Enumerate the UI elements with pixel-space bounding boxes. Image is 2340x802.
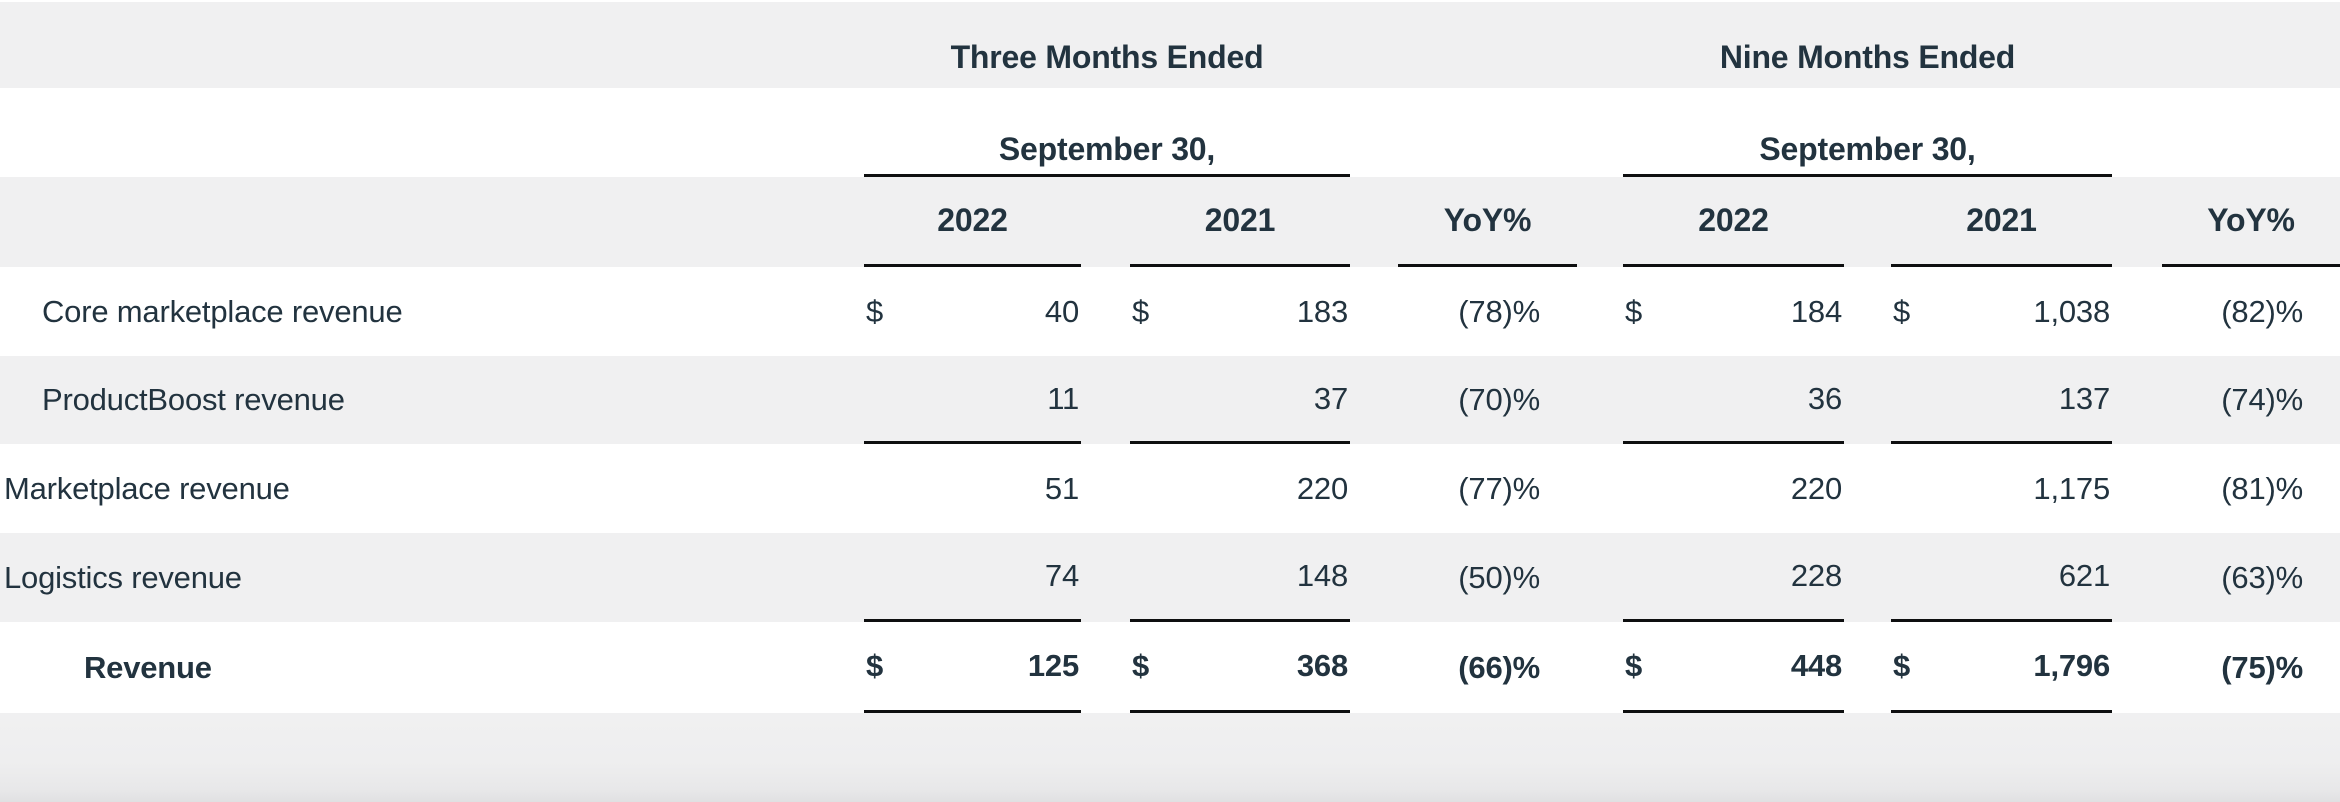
tm-yoy-cell: (78)% <box>1458 293 1540 329</box>
nine-months-date: September 30, <box>1623 88 2112 177</box>
currency-symbol: $ <box>1132 293 1150 329</box>
row-label: ProductBoost revenue <box>42 382 345 417</box>
currency-symbol: $ <box>1625 648 1643 683</box>
bottom-spacer <box>0 713 2340 802</box>
tm-2021-cell: 220 <box>1130 444 1350 533</box>
nm-2021-cell: $1,796 <box>1891 622 2112 713</box>
cell-value: 40 <box>1044 293 1079 329</box>
tm-2022-cell: 74 <box>864 533 1081 622</box>
tm-yoy-cell: (77)% <box>1458 470 1540 506</box>
nm-2021-cell: $1,038 <box>1891 267 2112 356</box>
cell-value: 51 <box>1044 470 1079 506</box>
nm-yoy-cell: (75)% <box>2221 649 2303 685</box>
row-revenue-total: Revenue $125 $368 (66)% $448 $1,796 (75)… <box>0 622 2340 713</box>
tm-2021-cell: 148 <box>1130 533 1350 622</box>
cell-value: 368 <box>1296 648 1348 683</box>
cell-value: 183 <box>1296 293 1348 329</box>
nm-2021-cell: 621 <box>1891 533 2112 622</box>
nm-2022-cell: 228 <box>1623 533 1844 622</box>
nm-yoy-cell: (81)% <box>2221 470 2303 506</box>
nm-yoy-header: YoY% <box>2162 177 2340 267</box>
period-header-row: Three Months Ended Nine Months Ended <box>0 2 2340 88</box>
cell-value: 220 <box>1790 470 1842 506</box>
currency-symbol: $ <box>1625 293 1643 329</box>
nm-2022-header: 2022 <box>1623 177 1844 267</box>
cell-value: 220 <box>1296 470 1348 506</box>
right-spacer <box>2112 88 2340 177</box>
tm-yoy-cell: (70)% <box>1458 382 1540 417</box>
cell-value: 125 <box>1027 648 1079 683</box>
nm-yoy-cell: (63)% <box>2221 559 2303 595</box>
tm-2021-cell: $368 <box>1130 622 1350 713</box>
cell-value: 448 <box>1790 648 1842 683</box>
cell-value: 36 <box>1807 380 1842 416</box>
three-months-date: September 30, <box>864 88 1350 177</box>
cell-value: 1,175 <box>2033 470 2110 506</box>
tm-yoy-cell: (66)% <box>1458 649 1540 685</box>
nm-2022-cell: $184 <box>1623 267 1844 356</box>
currency-symbol: $ <box>1893 293 1911 329</box>
column-header-row: 2022 2021 YoY% 2022 2021 YoY% <box>0 177 2340 267</box>
nm-2022-cell: $448 <box>1623 622 1844 713</box>
tm-2022-cell: $125 <box>864 622 1081 713</box>
tm-2022-cell: 51 <box>864 444 1081 533</box>
tm-2021-header: 2021 <box>1130 177 1350 267</box>
currency-symbol: $ <box>1893 648 1911 683</box>
row-label: Marketplace revenue <box>4 470 290 506</box>
row-label: Logistics revenue <box>4 559 242 595</box>
tm-2022-cell: 11 <box>864 356 1081 444</box>
row-marketplace-revenue: Marketplace revenue 51 220 (77)% 220 1,1… <box>0 444 2340 533</box>
nine-months-header: Nine Months Ended <box>1719 39 2016 75</box>
cell-value: 37 <box>1313 380 1348 416</box>
cell-value: 1,796 <box>2033 648 2110 683</box>
nm-2022-cell: 220 <box>1623 444 1844 533</box>
corner-spacer <box>0 2 864 88</box>
nm-2021-cell: 1,175 <box>1891 444 2112 533</box>
corner-spacer <box>0 88 864 177</box>
currency-symbol: $ <box>1132 648 1150 683</box>
cell-value: 74 <box>1044 558 1079 593</box>
nm-yoy-cell: (74)% <box>2221 382 2303 417</box>
tm-yoy-cell: (50)% <box>1458 559 1540 595</box>
cell-value: 1,038 <box>2033 293 2110 329</box>
cell-value: 11 <box>1047 380 1079 416</box>
cell-value: 184 <box>1790 293 1842 329</box>
tm-2021-cell: 37 <box>1130 356 1350 444</box>
cell-value: 228 <box>1790 558 1842 593</box>
group-gap <box>1350 2 1623 88</box>
row-productboost-revenue: ProductBoost revenue 11 37 (70)% 36 137 … <box>0 356 2340 444</box>
three-months-header: Three Months Ended <box>950 39 1264 75</box>
date-subheader-row: September 30, September 30, <box>0 88 2340 177</box>
row-core-marketplace-revenue: Core marketplace revenue $40 $183 (78)% … <box>0 267 2340 356</box>
nm-yoy-cell: (82)% <box>2221 293 2303 329</box>
currency-symbol: $ <box>866 648 884 683</box>
cell-value: 148 <box>1296 558 1348 593</box>
row-label: Core marketplace revenue <box>42 293 403 329</box>
nm-2021-header: 2021 <box>1891 177 2112 267</box>
row-label: Revenue <box>84 649 212 685</box>
nm-2022-cell: 36 <box>1623 356 1844 444</box>
tm-yoy-header: YoY% <box>1398 177 1577 267</box>
row-logistics-revenue: Logistics revenue 74 148 (50)% 228 621 (… <box>0 533 2340 622</box>
currency-symbol: $ <box>866 293 884 329</box>
cell-value: 621 <box>2058 558 2110 593</box>
group-gap <box>1350 88 1623 177</box>
corner-spacer <box>0 177 864 267</box>
tm-2022-header: 2022 <box>864 177 1081 267</box>
right-spacer <box>2112 2 2340 88</box>
tm-2022-cell: $40 <box>864 267 1081 356</box>
tm-2021-cell: $183 <box>1130 267 1350 356</box>
cell-value: 137 <box>2058 380 2110 416</box>
nm-2021-cell: 137 <box>1891 356 2112 444</box>
